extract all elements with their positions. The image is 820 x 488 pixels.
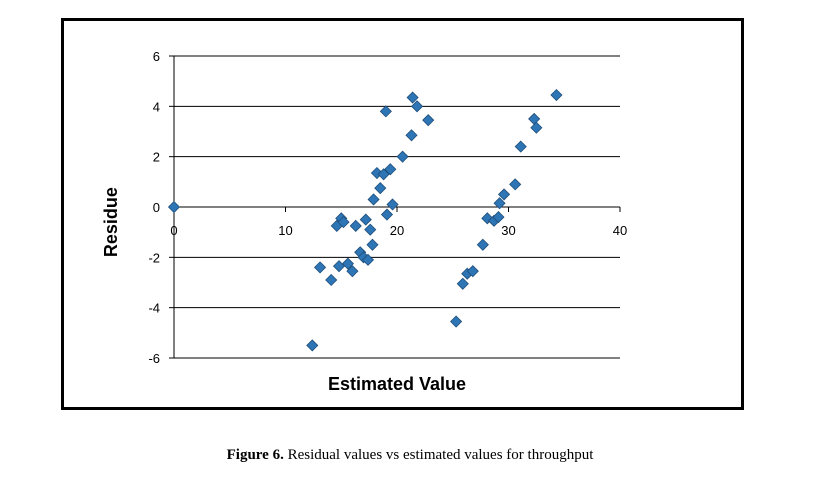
scatter-chart: -6 -4 -2 0 2 4 6 0 10 20 30 40 Estimated Value Residu… bbox=[101, 49, 627, 394]
data-point bbox=[386, 198, 399, 211]
data-point bbox=[377, 168, 390, 181]
data-point bbox=[493, 197, 506, 210]
data-point bbox=[306, 339, 319, 352]
y-tick-label: 4 bbox=[153, 99, 160, 114]
caption-label: Figure 6. bbox=[226, 447, 284, 463]
x-tick-label: 10 bbox=[278, 223, 292, 238]
data-point bbox=[514, 140, 527, 153]
data-point bbox=[530, 121, 543, 134]
data-point bbox=[411, 100, 424, 113]
data-point bbox=[332, 260, 346, 273]
data-point bbox=[364, 223, 377, 236]
grid-layer bbox=[174, 55, 620, 359]
data-point bbox=[341, 257, 355, 270]
data-point bbox=[361, 253, 375, 266]
y-axis-title: Residue bbox=[101, 187, 121, 257]
data-point bbox=[359, 213, 372, 226]
data-point bbox=[374, 182, 387, 195]
data-point bbox=[422, 114, 435, 127]
data-point bbox=[405, 129, 418, 142]
y-tick-label: 0 bbox=[153, 200, 160, 215]
figure-caption: Figure 6. Residual values vs estimated v… bbox=[0, 447, 820, 464]
data-point bbox=[497, 188, 511, 201]
x-axis-title: Estimated Value bbox=[328, 374, 466, 394]
y-tick-label: 6 bbox=[153, 49, 160, 64]
y-tick-label: -4 bbox=[148, 301, 160, 316]
data-point bbox=[466, 265, 479, 278]
data-point bbox=[346, 265, 359, 278]
x-tick-label: 40 bbox=[613, 223, 627, 238]
data-point bbox=[492, 211, 505, 224]
data-point bbox=[380, 208, 394, 221]
chart-frame: -6 -4 -2 0 2 4 6 0 10 20 30 40 Estimated Value Residu… bbox=[61, 18, 744, 410]
label-layer: -6 -4 -2 0 2 4 6 0 10 20 30 40 Estimated Value Residu… bbox=[101, 49, 627, 394]
data-point bbox=[167, 200, 181, 214]
x-tick-label: 30 bbox=[501, 223, 515, 238]
data-point bbox=[366, 238, 379, 251]
data-point bbox=[550, 88, 563, 102]
data-point bbox=[476, 238, 489, 251]
point-layer bbox=[167, 88, 563, 352]
data-point bbox=[406, 91, 419, 104]
x-tick-label: 20 bbox=[390, 223, 404, 238]
data-point bbox=[456, 277, 469, 290]
data-point bbox=[450, 315, 463, 328]
y-tick-label: 2 bbox=[153, 150, 160, 165]
data-point bbox=[337, 216, 350, 229]
data-point bbox=[528, 112, 541, 125]
data-point bbox=[396, 150, 409, 163]
data-point bbox=[325, 273, 338, 287]
data-point bbox=[384, 163, 397, 176]
data-point bbox=[509, 178, 522, 191]
data-point bbox=[349, 219, 362, 232]
data-point bbox=[379, 105, 392, 118]
data-point bbox=[367, 193, 380, 206]
data-point bbox=[313, 261, 327, 274]
y-tick-label: -6 bbox=[148, 351, 160, 366]
x-tick-label: 0 bbox=[170, 223, 177, 238]
caption-text: Residual values vs estimated values for … bbox=[283, 447, 594, 463]
y-tick-label: -2 bbox=[148, 250, 160, 265]
